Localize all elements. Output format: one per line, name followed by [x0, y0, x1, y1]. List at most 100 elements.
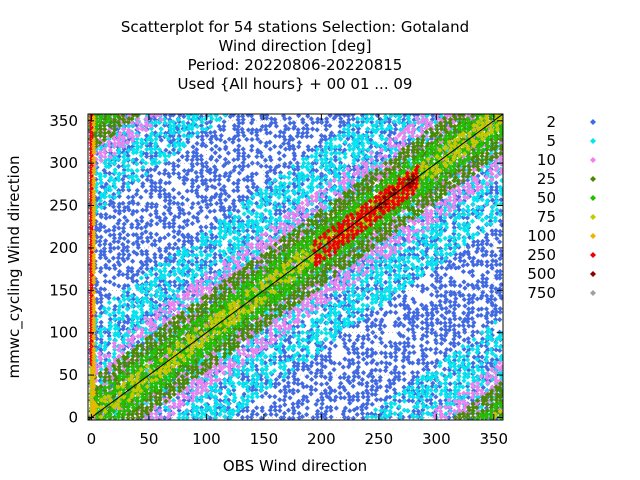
scatter-point [314, 127, 320, 133]
scatter-point [387, 394, 393, 400]
scatter-point [125, 283, 131, 289]
scatter-point [209, 146, 215, 152]
scatter-point [98, 310, 104, 316]
scatter-point [98, 180, 104, 186]
scatter-point [465, 336, 471, 342]
scatter-point [106, 333, 112, 339]
scatter-point [148, 218, 155, 224]
scatter-point [401, 370, 407, 376]
scatter-point [162, 204, 168, 210]
scatter-point [125, 238, 131, 245]
scatter-point [189, 205, 195, 211]
scatter-point [125, 293, 131, 299]
scatter-point [161, 187, 167, 193]
scatter-point [441, 366, 448, 372]
scatter-point [106, 292, 112, 298]
scatter-point [148, 292, 154, 299]
scatter-point [373, 317, 379, 323]
scatter-point [116, 163, 122, 170]
scatter-point [116, 225, 122, 231]
scatter-point [110, 255, 116, 261]
scatter-point [213, 143, 219, 149]
scatter-point [276, 150, 282, 156]
scatter-point [493, 180, 499, 186]
scatter-point [126, 200, 132, 206]
scatter-point [497, 261, 503, 268]
scatter-point [199, 133, 205, 140]
scatter-point [111, 295, 117, 302]
scatter-point [347, 408, 353, 414]
scatter-point [429, 272, 435, 279]
scatter-point [130, 198, 136, 204]
scatter-point [111, 232, 117, 238]
scatter-point [152, 238, 158, 244]
scatter-point [273, 412, 279, 418]
scatter-point [281, 153, 287, 159]
scatter-point [135, 268, 141, 274]
scatter-point [107, 241, 113, 248]
scatter-point [212, 150, 218, 156]
scatter-point [138, 259, 144, 265]
scatter-point [254, 405, 260, 411]
scatter-point [217, 173, 223, 179]
scatter-point [157, 184, 163, 190]
scatter-point [235, 114, 242, 120]
scatter-point [249, 136, 255, 143]
scatter-point [98, 234, 104, 240]
scatter-point [277, 354, 283, 360]
scatter-point [129, 265, 135, 272]
scatter-point [125, 319, 131, 326]
scatter-point [153, 122, 159, 129]
scatter-point [124, 218, 130, 224]
scatter-point [106, 227, 112, 233]
scatter-point [98, 319, 104, 325]
scatter-point [148, 231, 154, 237]
scatter-point [116, 251, 122, 257]
scatter-point [372, 391, 379, 398]
scatter-point [341, 114, 348, 118]
scatter-point [107, 316, 114, 322]
scatter-point [447, 381, 453, 387]
scatter-point [97, 305, 103, 311]
scatter-point [282, 402, 288, 408]
scatter-point [455, 341, 462, 347]
scatter-point [470, 360, 476, 366]
scatter-point [144, 312, 150, 318]
scatter-point [287, 395, 293, 401]
scatter-point [240, 194, 246, 200]
scatter-point [152, 251, 158, 258]
scatter-point [102, 238, 109, 244]
scatter-point [156, 215, 163, 221]
scatter-point [184, 149, 191, 156]
scatter-point [410, 360, 416, 366]
scatter-point [294, 160, 300, 166]
scatter-point [428, 346, 434, 352]
scatter-point [106, 170, 113, 176]
scatter-point [447, 317, 453, 323]
scatter-point [296, 144, 302, 150]
scatter-point [106, 350, 112, 357]
scatter-point [411, 349, 417, 356]
scatter-point [419, 313, 425, 319]
scatter-point [236, 137, 242, 143]
scatter-point [442, 272, 448, 278]
scatter-point [277, 156, 283, 162]
scatter-point [438, 320, 444, 326]
scatter-point [332, 388, 338, 394]
scatter-point [130, 241, 136, 247]
scatter-point [461, 337, 467, 343]
scatter-point [158, 252, 164, 258]
scatter-point [134, 167, 140, 174]
scatter-point [130, 208, 136, 214]
scatter-point [135, 339, 141, 345]
scatter-point [456, 303, 462, 309]
scatter-point [184, 188, 190, 194]
scatter-point [480, 323, 486, 329]
scatter-point [429, 360, 435, 366]
scatter-point [121, 251, 127, 258]
scatter-point [277, 397, 283, 403]
scatter-point [158, 137, 164, 143]
scatter-point [154, 221, 160, 227]
title-line-4: Used {All hours} + 00 01 ... 09 [178, 75, 413, 93]
scatter-point [157, 191, 163, 198]
